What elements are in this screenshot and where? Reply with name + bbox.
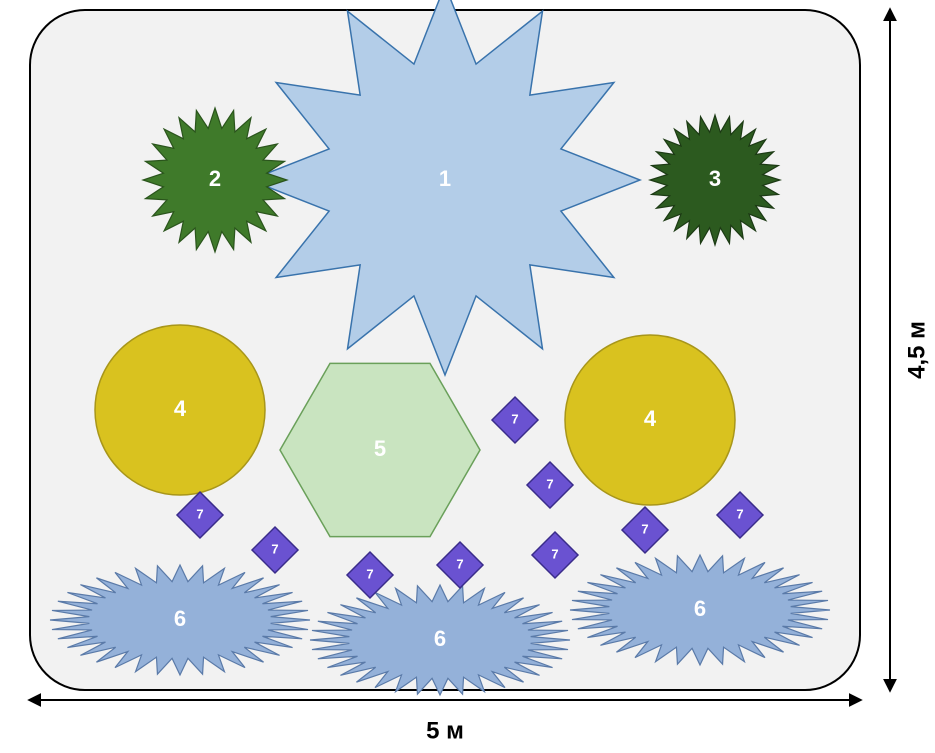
shape-label: 7 xyxy=(736,506,743,521)
shape-label: 7 xyxy=(271,541,278,556)
shape-label: 6 xyxy=(434,626,446,651)
shape-label: 3 xyxy=(709,166,721,191)
shape-label: 7 xyxy=(546,476,553,491)
shape-label: 7 xyxy=(511,411,518,426)
shape-label: 1 xyxy=(439,166,451,191)
shape-label: 6 xyxy=(694,596,706,621)
shape-label: 4 xyxy=(644,406,657,431)
shape-label: 4 xyxy=(174,396,187,421)
shape-label: 7 xyxy=(366,566,373,581)
shape-label: 7 xyxy=(641,521,648,536)
diagram-svg: 6 6 6 4 4 5 1 2 3 7 7 7 7 7 7 7 7 7 5 м 4,5 м xyxy=(0,0,935,753)
shape-label: 7 xyxy=(196,506,203,521)
shape-label: 6 xyxy=(174,606,186,631)
shape-label: 7 xyxy=(551,546,558,561)
shape-label: 2 xyxy=(209,166,221,191)
shape-label: 5 xyxy=(374,436,386,461)
shape-label: 7 xyxy=(456,556,463,571)
dimension-right-label: 4,5 м xyxy=(903,321,930,379)
dimension-bottom-label: 5 м xyxy=(426,717,464,744)
